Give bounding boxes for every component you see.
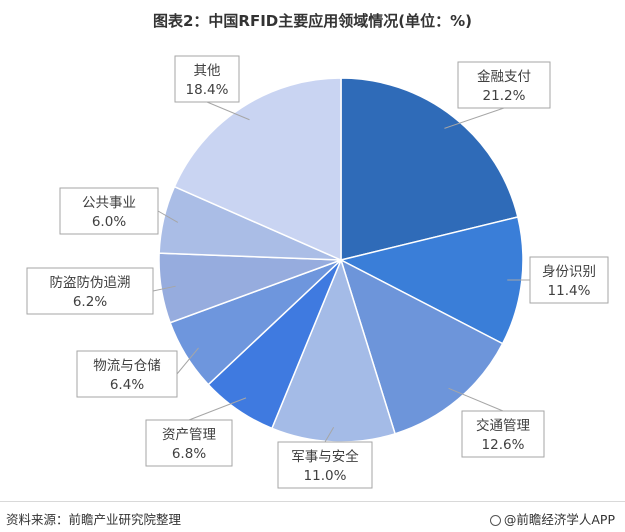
brand-text: @前瞻经济学人APP <box>503 512 615 527</box>
callout-box-6 <box>26 267 154 315</box>
callout-2: 交通管理 12.6% <box>448 387 545 458</box>
slice-label-6: 防盗防伪追溯 <box>50 275 131 291</box>
callout-7: 公共事业 6.0% <box>59 187 179 235</box>
slice-value-label-5: 6.4% <box>110 377 144 393</box>
slice-value-label-4: 6.8% <box>172 446 206 462</box>
pie-slice-8 <box>173 77 342 262</box>
brand-logo-icon <box>489 515 501 526</box>
slice-label-4: 资产管理 <box>162 427 216 443</box>
callout-box-7 <box>59 187 159 235</box>
callout-8: 其他 18.4% <box>174 55 250 121</box>
callout-box-4 <box>145 419 233 467</box>
brand-credit: @前瞻经济学人APP <box>489 509 615 528</box>
callout-5: 物流与仓储 6.4% <box>76 347 199 398</box>
callout-leader-0 <box>444 107 505 129</box>
chart-title: 图表2：中国RFID主要应用领域情况(单位：%) <box>152 12 472 30</box>
callout-leader-3 <box>324 427 335 443</box>
callout-box-5 <box>76 350 178 398</box>
footer: 资料来源：前瞻产业研究院整理 @前瞻经济学人APP <box>0 501 625 532</box>
slice-value-label-7: 6.0% <box>92 214 126 230</box>
callout-4: 资产管理 6.8% <box>145 397 247 467</box>
callout-6: 防盗防伪追溯 6.2% <box>26 267 176 315</box>
callout-3: 军事与安全 11.0% <box>277 427 373 489</box>
source-note: 资料来源：前瞻产业研究院整理 <box>6 512 182 527</box>
slice-label-7: 公共事业 <box>82 195 136 211</box>
callout-0: 金融支付 21.2% <box>444 61 551 129</box>
callout-leader-6 <box>152 285 176 292</box>
slice-value-label-0: 21.2% <box>483 88 526 104</box>
slice-label-5: 物流与仓储 <box>93 358 161 374</box>
callout-leader-4 <box>188 397 247 421</box>
pie-slice-2 <box>339 258 504 435</box>
callout-box-0 <box>457 61 551 109</box>
slice-label-3: 军事与安全 <box>291 448 359 465</box>
callout-box-3 <box>277 441 373 489</box>
slice-label-8: 其他 <box>194 63 221 79</box>
callout-box-8 <box>174 55 240 103</box>
slice-value-label-6: 6.2% <box>73 294 107 310</box>
slice-label-1: 身份识别 <box>542 264 596 280</box>
callout-box-2 <box>461 410 545 458</box>
callout-leader-8 <box>206 101 250 121</box>
pie-slice-1 <box>338 216 524 345</box>
callout-leader-7 <box>157 210 179 223</box>
slice-label-0: 金融支付 <box>477 69 531 85</box>
callout-leader-5 <box>176 347 199 375</box>
slice-value-label-3: 11.0% <box>304 468 347 484</box>
slice-label-2: 交通管理 <box>476 417 530 434</box>
callout-leader-2 <box>448 387 504 412</box>
callout-box-1 <box>529 256 609 304</box>
slice-value-label-8: 18.4% <box>186 82 229 98</box>
slice-value-label-1: 11.4% <box>548 283 591 299</box>
pie-chart: 金融支付 21.2% 身份识别 11.4% 交通管理 12.6% 军事与安全 11.0% 资产管… <box>26 55 609 489</box>
pie-slice-0 <box>340 77 519 261</box>
callout-1: 身份识别 11.4% <box>507 256 609 304</box>
slice-value-label-2: 12.6% <box>482 437 525 453</box>
